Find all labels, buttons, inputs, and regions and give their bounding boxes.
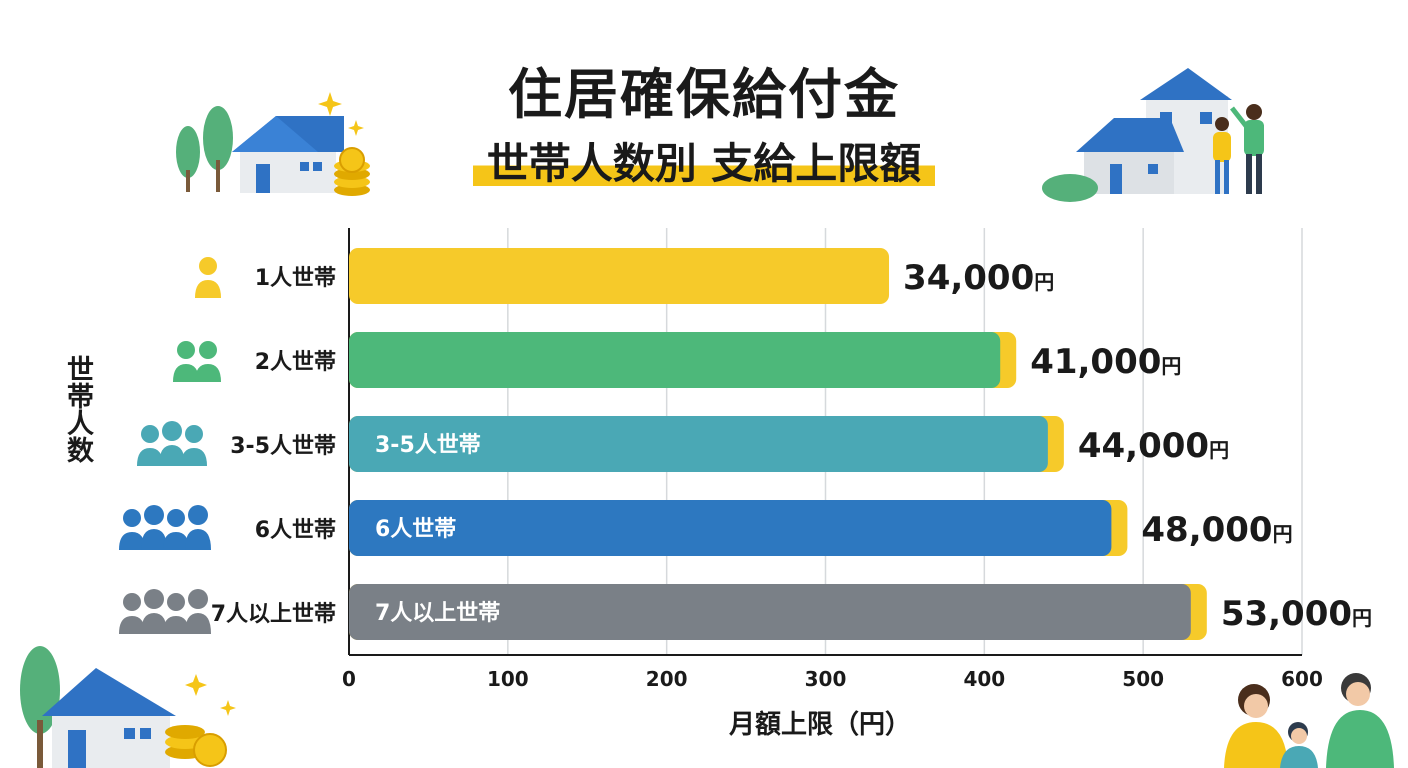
bar — [349, 416, 1048, 472]
value-unit: 円 — [1273, 522, 1293, 546]
people-icon — [119, 589, 211, 634]
value-label: 44,000円 — [1078, 426, 1229, 466]
value-label: 34,000円 — [903, 258, 1054, 298]
x-tick-label: 600 — [1281, 667, 1323, 691]
x-tick-label: 0 — [342, 667, 356, 691]
house-icon — [42, 668, 176, 768]
x-tick-label: 100 — [487, 667, 529, 691]
bar-inside-label: 6人世帯 — [375, 516, 456, 542]
category-label: 3-5人世帯 — [230, 433, 336, 459]
family-icon — [1224, 673, 1394, 768]
x-tick-label: 500 — [1122, 667, 1164, 691]
tree-icon — [176, 106, 233, 192]
chart-subtitle: 世帯人数別 支給上限額 — [472, 130, 936, 191]
house-icon — [232, 116, 344, 193]
x-tick-label: 200 — [646, 667, 688, 691]
people-icon — [119, 505, 211, 550]
category-label: 2人世帯 — [255, 349, 336, 375]
bar — [349, 332, 1001, 388]
value-unit: 円 — [1034, 270, 1054, 294]
value-unit: 円 — [1161, 354, 1181, 378]
family-icon — [1213, 104, 1264, 194]
coin-stack-icon — [334, 147, 370, 196]
coin-stack-icon — [165, 725, 227, 767]
people-icon — [195, 257, 221, 298]
value-label: 41,000円 — [1030, 342, 1181, 382]
x-tick-label: 300 — [805, 667, 847, 691]
category-label: 1人世帯 — [255, 265, 336, 291]
bar — [349, 500, 1112, 556]
y-axis-title: 世帯人数 — [62, 355, 93, 463]
category-label: 7人以上世帯 — [211, 601, 336, 627]
value-unit: 円 — [1209, 438, 1229, 462]
sparkle-icon — [185, 674, 236, 716]
category-label: 6人世帯 — [255, 517, 336, 543]
bar-inside-label: 3-5人世帯 — [375, 432, 481, 458]
value-unit: 円 — [1352, 606, 1372, 630]
people-icon — [173, 341, 221, 382]
x-axis-title: 月額上限（円） — [728, 710, 911, 740]
value-label: 48,000円 — [1141, 510, 1292, 550]
people-icon — [137, 421, 207, 466]
bar — [349, 584, 1191, 640]
bar-inside-label: 7人以上世帯 — [375, 600, 500, 626]
bar — [349, 248, 890, 304]
chart-title: 住居確保給付金 — [508, 63, 900, 126]
value-label: 53,000円 — [1221, 594, 1372, 634]
sparkle-icon — [318, 92, 364, 136]
x-tick-label: 400 — [963, 667, 1005, 691]
